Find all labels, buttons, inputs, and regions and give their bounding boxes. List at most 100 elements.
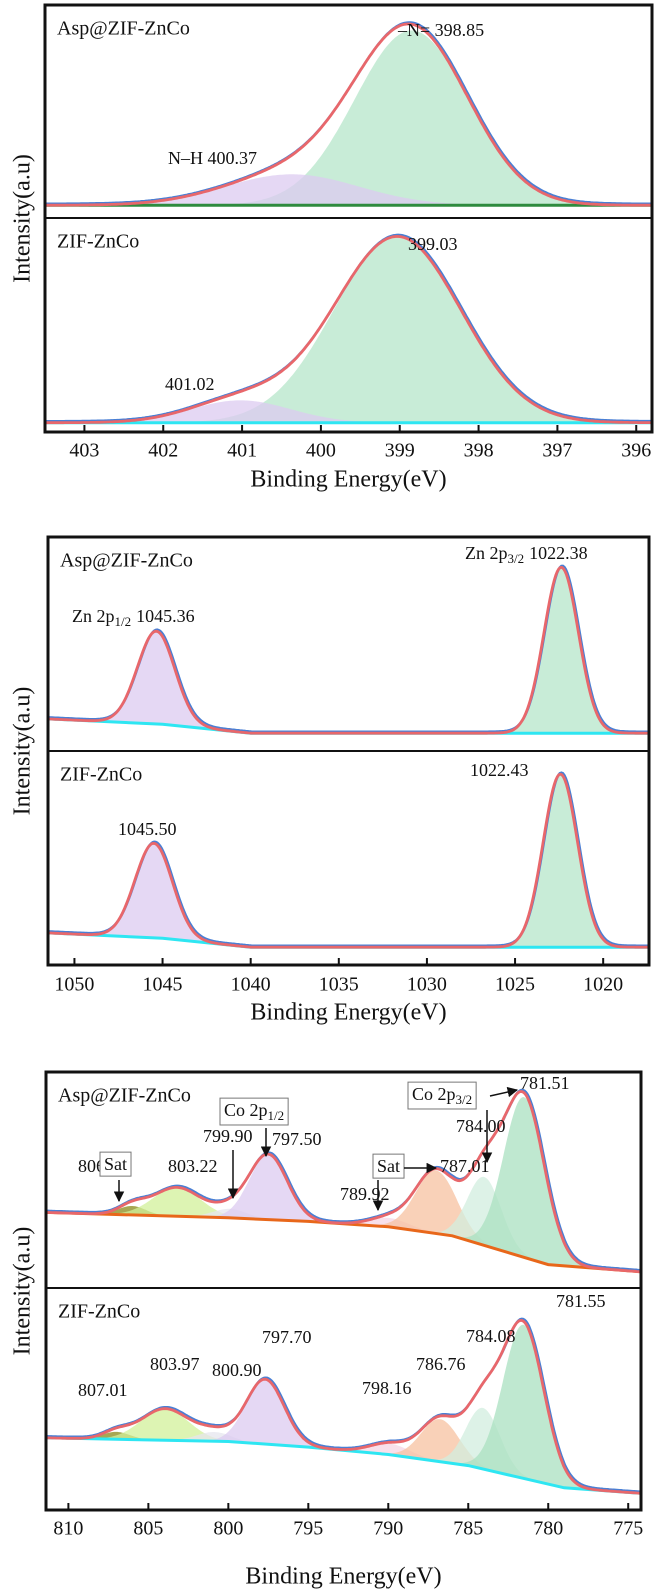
peak-label: 789.92 xyxy=(340,1184,390,1204)
peak-label-text: Sat xyxy=(104,1154,127,1174)
y-axis-label: Intensity(a.u) xyxy=(10,154,36,283)
x-tick-label: 1045 xyxy=(143,974,183,996)
peak-label-text: Zn 2p xyxy=(465,543,508,563)
label-box xyxy=(99,1151,132,1177)
peak-label-text: 797.70 xyxy=(262,1327,312,1347)
peak-label: N–H 400.37 xyxy=(168,148,257,168)
fit-envelope xyxy=(47,565,649,735)
peak-label-sub: 3/2 xyxy=(508,551,525,566)
x-tick-label: 775 xyxy=(613,1518,643,1540)
fit-envelope xyxy=(45,1318,642,1495)
peak-label-text: 786.76 xyxy=(416,1354,466,1374)
peak-label: 401.02 xyxy=(165,374,215,394)
peak-label-text: 803.22 xyxy=(168,1156,218,1176)
peak-label: 1022.43 xyxy=(470,760,529,780)
fit-component xyxy=(46,1324,641,1494)
label-box xyxy=(219,1097,289,1126)
peak-label: Co 2p1/2 xyxy=(224,1100,284,1123)
x-tick-label: 800 xyxy=(213,1518,243,1540)
peak-label-text: 399.03 xyxy=(408,234,458,254)
x-axis-label: Binding Energy(eV) xyxy=(250,1000,446,1026)
x-tick-label: 397 xyxy=(542,440,572,462)
peak-label: 784.08 xyxy=(466,1326,516,1346)
peak-label-text: 789.92 xyxy=(340,1184,390,1204)
fit-component xyxy=(45,30,652,206)
peak-label-text: Co 2p xyxy=(224,1100,268,1120)
x-tick-label: 795 xyxy=(293,1518,323,1540)
fit-envelope xyxy=(45,22,652,207)
sample-label: Asp@ZIF-ZnCo xyxy=(60,550,193,572)
peak-label: Zn 2p1/2 1045.36 xyxy=(72,606,195,629)
fit-component xyxy=(48,567,649,734)
peak-label: Co 2p3/2 xyxy=(412,1084,472,1107)
peak-label-value: 1022.38 xyxy=(529,543,588,563)
peak-label-text: 803.97 xyxy=(150,1354,200,1374)
x-tick-label: 1025 xyxy=(495,974,535,996)
x-tick-label: 400 xyxy=(306,440,336,462)
fit-component xyxy=(45,400,652,423)
peak-label-sub: 3/2 xyxy=(456,1092,473,1107)
peak-label: 797.50 xyxy=(272,1129,322,1149)
peak-label: 800.90 xyxy=(212,1360,262,1380)
x-tick-label: 396 xyxy=(621,440,651,462)
x-tick-label: 1035 xyxy=(319,974,359,996)
peak-label: 399.03 xyxy=(408,234,458,254)
x-tick-label: 1050 xyxy=(54,974,94,996)
sample-label: ZIF-ZnCo xyxy=(58,1301,140,1323)
peak-label-text: 1022.43 xyxy=(470,760,529,780)
sample-label: Asp@ZIF-ZnCo xyxy=(57,18,190,40)
peak-label-text: 797.50 xyxy=(272,1129,322,1149)
sample-label: ZIF-ZnCo xyxy=(57,231,139,253)
fit-envelope xyxy=(47,772,649,949)
x-tick-label: 403 xyxy=(69,440,99,462)
fit-component xyxy=(48,774,649,948)
peak-label-text: 807.01 xyxy=(78,1380,128,1400)
peak-label: Sat xyxy=(377,1156,400,1176)
peak-label: 798.16 xyxy=(362,1378,412,1398)
x-tick-label: 810 xyxy=(53,1518,83,1540)
fit-component xyxy=(45,174,652,206)
peak-label-value: 1045.36 xyxy=(136,606,195,626)
peak-label-text: –N= 398.85 xyxy=(397,20,484,40)
peak-label: –N= 398.85 xyxy=(397,20,484,40)
fit-component xyxy=(45,236,652,423)
fit-component xyxy=(48,843,649,948)
peak-label-text: 784.00 xyxy=(456,1116,506,1136)
peak-label: 781.55 xyxy=(556,1291,606,1311)
peak-label-text: N–H 400.37 xyxy=(168,148,257,168)
peak-label-text: 781.55 xyxy=(556,1291,606,1311)
peak-label: 787.01 xyxy=(440,1156,490,1176)
y-axis-label: Intensity(a.u) xyxy=(10,687,36,816)
y-axis-label: Intensity(a.u) xyxy=(10,1227,36,1356)
fit-component xyxy=(46,1408,641,1494)
peak-label-text: 401.02 xyxy=(165,374,215,394)
peak-label-text: Zn 2p xyxy=(72,606,115,626)
peak-label: Sat xyxy=(104,1154,127,1174)
x-tick-label: 1040 xyxy=(231,974,271,996)
peak-label-text: 781.51 xyxy=(520,1073,570,1093)
peak-label-text: 787.01 xyxy=(440,1156,490,1176)
peak-label-text: Co 2p xyxy=(412,1084,456,1104)
x-tick-label: 785 xyxy=(453,1518,483,1540)
peak-label: 786.76 xyxy=(416,1354,466,1374)
peak-label: Zn 2p3/2 1022.38 xyxy=(465,543,588,566)
peak-label-text: 1045.50 xyxy=(118,819,177,839)
x-tick-label: 805 xyxy=(133,1518,163,1540)
label-box xyxy=(407,1081,477,1110)
x-axis-label: Binding Energy(eV) xyxy=(250,467,446,493)
x-tick-label: 398 xyxy=(464,440,494,462)
fit-envelope xyxy=(46,1090,642,1274)
baseline xyxy=(45,1210,642,1274)
x-tick-label: 780 xyxy=(533,1518,563,1540)
peak-label-sub: 1/2 xyxy=(268,1108,285,1123)
x-tick-label: 399 xyxy=(385,440,415,462)
peak-label-text: 800.90 xyxy=(212,1360,262,1380)
x-axis-label: Binding Energy(eV) xyxy=(245,1564,441,1590)
peak-label: 781.51 xyxy=(520,1073,570,1093)
sample-label: Asp@ZIF-ZnCo xyxy=(58,1085,191,1107)
fit-component xyxy=(46,1187,641,1272)
fit-component xyxy=(48,631,649,734)
x-tick-label: 1020 xyxy=(583,974,623,996)
peak-label: 784.00 xyxy=(456,1116,506,1136)
